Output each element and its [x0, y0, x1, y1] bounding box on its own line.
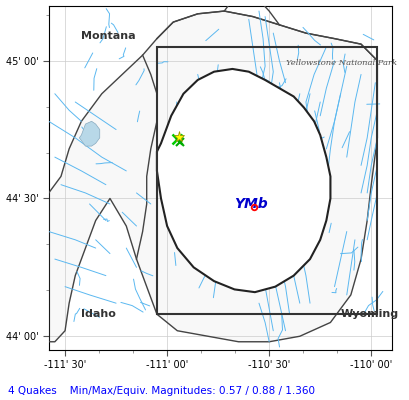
Text: Idaho: Idaho — [81, 309, 116, 319]
Polygon shape — [49, 11, 376, 342]
Text: Wyoming: Wyoming — [340, 309, 398, 319]
Polygon shape — [211, 218, 232, 242]
Bar — [157, 47, 376, 314]
Text: Montana: Montana — [81, 31, 136, 41]
Text: 4 Quakes    Min/Max/Equiv. Magnitudes: 0.57 / 0.88 / 1.360: 4 Quakes Min/Max/Equiv. Magnitudes: 0.57… — [8, 386, 315, 396]
Polygon shape — [258, 165, 330, 245]
Polygon shape — [157, 69, 330, 292]
Text: YMb: YMb — [234, 197, 267, 211]
Text: Yellowstone National Park: Yellowstone National Park — [285, 59, 396, 67]
Polygon shape — [269, 237, 283, 259]
Polygon shape — [79, 121, 99, 146]
